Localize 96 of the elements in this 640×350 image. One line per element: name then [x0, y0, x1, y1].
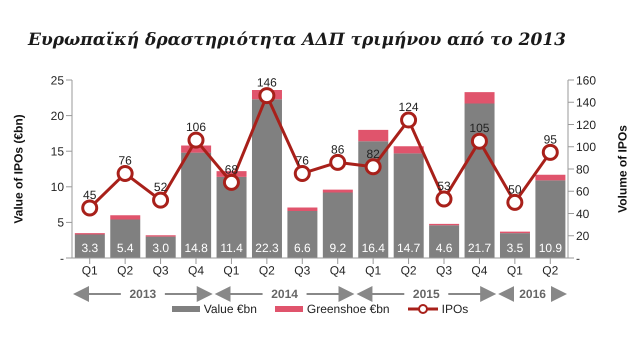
point: [294, 164, 311, 182]
y2-tick-label: 140: [576, 96, 596, 110]
y-tick-label: 20: [50, 108, 64, 123]
point: [222, 174, 240, 191]
point: [152, 192, 170, 209]
x-tick-label: Q4: [330, 264, 346, 278]
x-tick-label: Q3: [294, 264, 311, 278]
data-label: 106: [186, 120, 206, 134]
y2-tick-label: 100: [576, 140, 596, 154]
data-label: 10.9: [538, 241, 562, 255]
data-label: 14.7: [397, 241, 421, 255]
bar: [429, 225, 460, 258]
data-label: 4.6: [436, 241, 453, 255]
data-label: 3.3: [81, 241, 98, 255]
x-tick-label: Q2: [117, 264, 134, 278]
y2-tick-label: 20: [576, 229, 590, 244]
point: [542, 144, 559, 161]
point: [400, 112, 418, 129]
y2-tick-label: -: [576, 251, 580, 266]
data-label: 21.7: [468, 241, 492, 255]
y-tick-label: 25: [50, 73, 64, 88]
bar: [322, 192, 353, 258]
data-label: 3.0: [152, 241, 170, 255]
point: [258, 87, 276, 104]
bar: [287, 211, 318, 258]
legend-label: Greenshoe €bn: [306, 302, 390, 316]
data-label: 45: [83, 188, 97, 202]
text: 2016: [519, 287, 546, 301]
x-tick-label: Q1: [506, 264, 524, 278]
data-label: 9.2: [329, 241, 346, 255]
bar: [287, 207, 318, 212]
x-tick-label: Q4: [188, 264, 204, 278]
data-label: 76: [118, 153, 132, 168]
x-tick-label: Q3: [436, 264, 452, 278]
bar: [181, 152, 212, 258]
text: 2013: [130, 287, 157, 301]
y2-axis-title: Volume of IPOs: [615, 124, 630, 213]
data-label: 86: [331, 142, 345, 156]
data-label: 11.4: [220, 241, 244, 255]
chart-title: Ευρωπαϊκή δραστηριότητα ΑΔΠ τριμήνου από το 2013: [28, 30, 566, 50]
y2-tick-label: 160: [576, 73, 596, 88]
data-label: 5.4: [116, 241, 134, 255]
bar: [394, 153, 424, 258]
bar: [464, 103, 495, 258]
data-label: 95: [544, 132, 558, 146]
x-tick-label: Q2: [542, 264, 559, 278]
point: [506, 194, 524, 211]
x-tick-label: Q2: [258, 264, 276, 278]
bar: [322, 190, 353, 192]
y-tick-label: -: [60, 251, 64, 266]
data-label: 146: [256, 76, 278, 90]
legend-label: Value €bn: [202, 302, 257, 316]
point: [364, 158, 382, 176]
y-tick-label: 15: [50, 144, 64, 158]
y2-tick-label: 60: [576, 184, 590, 199]
bar: [500, 233, 530, 258]
x-tick-label: Q2: [400, 264, 417, 278]
text: 2014: [271, 287, 298, 301]
point: [188, 132, 204, 149]
x-tick-label: Q1: [365, 264, 382, 278]
data-label: 124: [398, 100, 419, 114]
text: 2015: [412, 287, 440, 301]
y-tick-label: 10: [50, 180, 64, 194]
bar: [464, 92, 495, 104]
x-tick-label: Q3: [152, 264, 169, 278]
legend-label: IPOs: [440, 302, 468, 316]
point: [470, 132, 488, 150]
data-label: 50: [508, 182, 522, 196]
data-label: 105: [469, 121, 490, 136]
y2-tick-label: 40: [576, 206, 590, 221]
data-label: 3.5: [506, 241, 524, 255]
data-label: 82: [366, 146, 380, 161]
bar: [535, 174, 566, 180]
point: [116, 164, 134, 182]
y-axis-title: Value of IPOs (€bn): [11, 114, 26, 224]
y2-tick-label: 80: [576, 162, 590, 176]
point: [329, 154, 346, 171]
data-label: 52: [154, 180, 168, 194]
bar: [394, 146, 424, 154]
bar: [535, 180, 566, 258]
point: [81, 199, 98, 216]
bar: [110, 215, 140, 220]
y2-tick-label: 120: [576, 118, 596, 132]
bar: [358, 141, 388, 258]
data-label: 16.4: [362, 241, 386, 255]
bar: [110, 220, 140, 258]
x-tick-label: Q1: [223, 264, 240, 278]
x-tick-label: Q1: [82, 264, 98, 278]
bar: [252, 99, 282, 258]
bar: [358, 130, 388, 142]
y-tick-label: 5: [57, 216, 64, 230]
point: [436, 190, 452, 208]
data-label: 14.8: [184, 241, 208, 255]
data-label: 22.3: [255, 241, 279, 255]
data-label: 6.6: [294, 241, 312, 255]
x-tick-label: Q4: [471, 264, 488, 278]
